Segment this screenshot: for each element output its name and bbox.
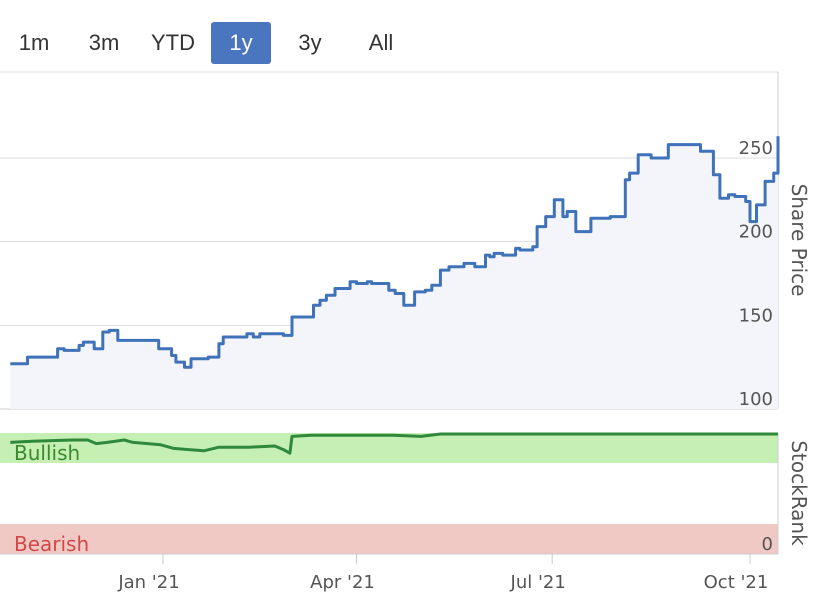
price-area [10, 136, 779, 409]
price-tick-250: 250 [739, 138, 773, 159]
price-tick-100: 100 [739, 389, 773, 410]
bearish-label: Bearish [14, 532, 89, 556]
stockrank-tick-labels: 0 [762, 534, 773, 555]
price-panel: 100 150 200 250 Share Price [0, 71, 811, 410]
stockrank-panel: Bullish Bearish 0 StockRank [0, 432, 811, 556]
stockrank-line [10, 432, 778, 455]
x-tick-marks: Jan '21 Apr '21 Jul '21 Oct '21 [117, 554, 768, 593]
price-tick-200: 200 [739, 222, 773, 243]
stockrank-axis-title: StockRank [787, 440, 811, 546]
x-tick-label-jan-21: Jan '21 [117, 572, 179, 593]
price-tick-150: 150 [739, 305, 773, 326]
price-tick-labels: 100 150 200 250 [739, 138, 773, 410]
range-ytd-button[interactable]: YTD [144, 22, 202, 64]
price-axis-title: Share Price [787, 184, 811, 297]
price-line [10, 136, 780, 369]
bearish-band [0, 524, 778, 554]
x-tick-label-oct-21: Oct '21 [704, 572, 769, 593]
range-1y-button[interactable]: 1y [211, 22, 271, 64]
range-3y-button[interactable]: 3y [284, 22, 336, 64]
x-axis: Jan '21 Apr '21 Jul '21 Oct '21 [0, 553, 778, 593]
range-selector: 1m 3m YTD 1y 3y All [0, 22, 825, 64]
x-tick-label-apr-21: Apr '21 [310, 572, 375, 593]
x-tick-label-jul-21: Jul '21 [510, 572, 566, 593]
range-all-button[interactable]: All [355, 22, 407, 64]
bullish-band [0, 433, 778, 463]
range-1m-button[interactable]: 1m [8, 22, 60, 64]
bullish-label: Bullish [14, 441, 80, 465]
stockrank-tick-0: 0 [762, 534, 773, 555]
range-3m-button[interactable]: 3m [78, 22, 130, 64]
